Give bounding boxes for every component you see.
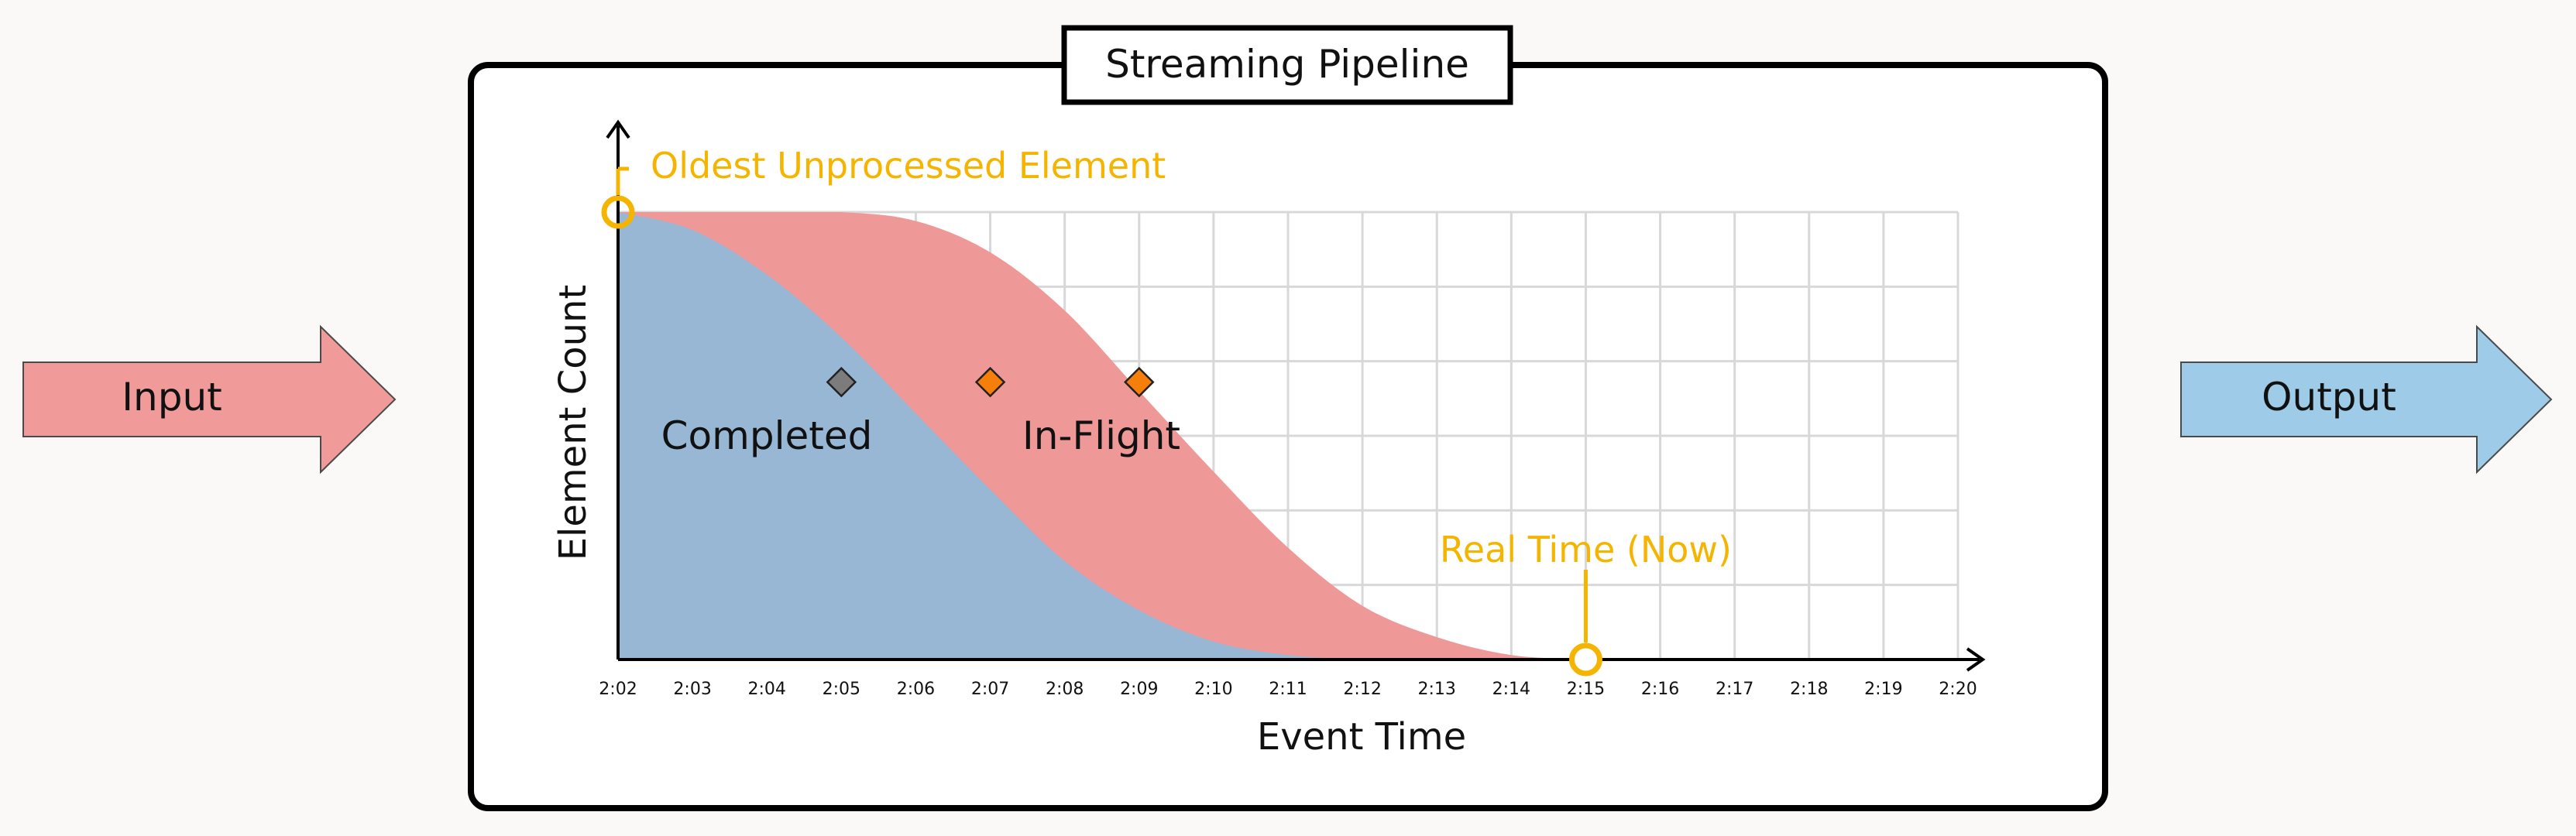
inflight-series-label: In-Flight bbox=[1022, 413, 1180, 458]
oldest-element-label: Oldest Unprocessed Element bbox=[651, 145, 1166, 187]
completed-diamond-marker bbox=[826, 366, 857, 398]
real-time-ring bbox=[1568, 642, 1602, 677]
pipeline-title-box bbox=[1061, 25, 1513, 105]
x-tick-label: 2:17 bbox=[1716, 680, 1753, 699]
x-tick-label: 2:02 bbox=[599, 680, 637, 699]
x-tick-label: 2:20 bbox=[1939, 680, 1977, 699]
pipeline-title: Streaming Pipeline bbox=[1105, 42, 1469, 87]
x-tick-label: 2:12 bbox=[1343, 680, 1381, 699]
event-time-chart: 2:02 2:03 2:04 2:05 2:06 2:07 2:08 2:09 2:10 2:11… bbox=[551, 119, 1986, 759]
x-tick-label: 2:10 bbox=[1194, 680, 1232, 699]
output-arrow: Output bbox=[2180, 324, 2553, 475]
x-tick-label: 2:07 bbox=[971, 680, 1009, 699]
x-tick-label: 2:08 bbox=[1046, 680, 1084, 699]
x-axis-arrowhead bbox=[1966, 647, 1986, 672]
y-axis-label: Element Count bbox=[551, 285, 595, 561]
output-arrow-shape bbox=[2180, 324, 2553, 475]
x-tick-label: 2:06 bbox=[897, 680, 935, 699]
x-tick-label: 2:04 bbox=[748, 680, 786, 699]
x-tick-label: 2:18 bbox=[1790, 680, 1828, 699]
inflight-diamond-marker bbox=[1124, 366, 1155, 398]
x-tick-label: 2:19 bbox=[1864, 680, 1902, 699]
oldest-element-ring bbox=[601, 195, 635, 229]
completed-area bbox=[618, 212, 1363, 660]
x-axis-label: Event Time bbox=[1257, 715, 1466, 759]
x-tick-label: 2:03 bbox=[673, 680, 711, 699]
x-tick-label: 2:09 bbox=[1120, 680, 1158, 699]
chart-annotations: Oldest Unprocessed Element Real Time (Now… bbox=[601, 145, 1732, 677]
x-tick-label: 2:13 bbox=[1418, 680, 1456, 699]
chart-areas bbox=[618, 212, 1586, 660]
inflight-diamond-marker bbox=[974, 366, 1006, 398]
input-arrow-shape bbox=[22, 324, 397, 475]
completed-series-label: Completed bbox=[661, 413, 873, 458]
x-tick-label: 2:11 bbox=[1269, 680, 1307, 699]
x-tick-label: 2:14 bbox=[1492, 680, 1530, 699]
x-tick-label: 2:15 bbox=[1567, 680, 1605, 699]
input-arrow: Input bbox=[22, 324, 397, 475]
real-time-label: Real Time (Now) bbox=[1440, 529, 1732, 570]
chart-markers bbox=[826, 366, 1155, 398]
x-tick-label: 2:05 bbox=[823, 680, 860, 699]
input-label: Input bbox=[122, 375, 222, 420]
x-tick-labels: 2:02 2:03 2:04 2:05 2:06 2:07 2:08 2:09 2:10 2:11… bbox=[599, 680, 1977, 699]
x-tick-label: 2:16 bbox=[1641, 680, 1679, 699]
y-axis-arrowhead bbox=[606, 119, 630, 139]
output-label: Output bbox=[2262, 375, 2396, 420]
